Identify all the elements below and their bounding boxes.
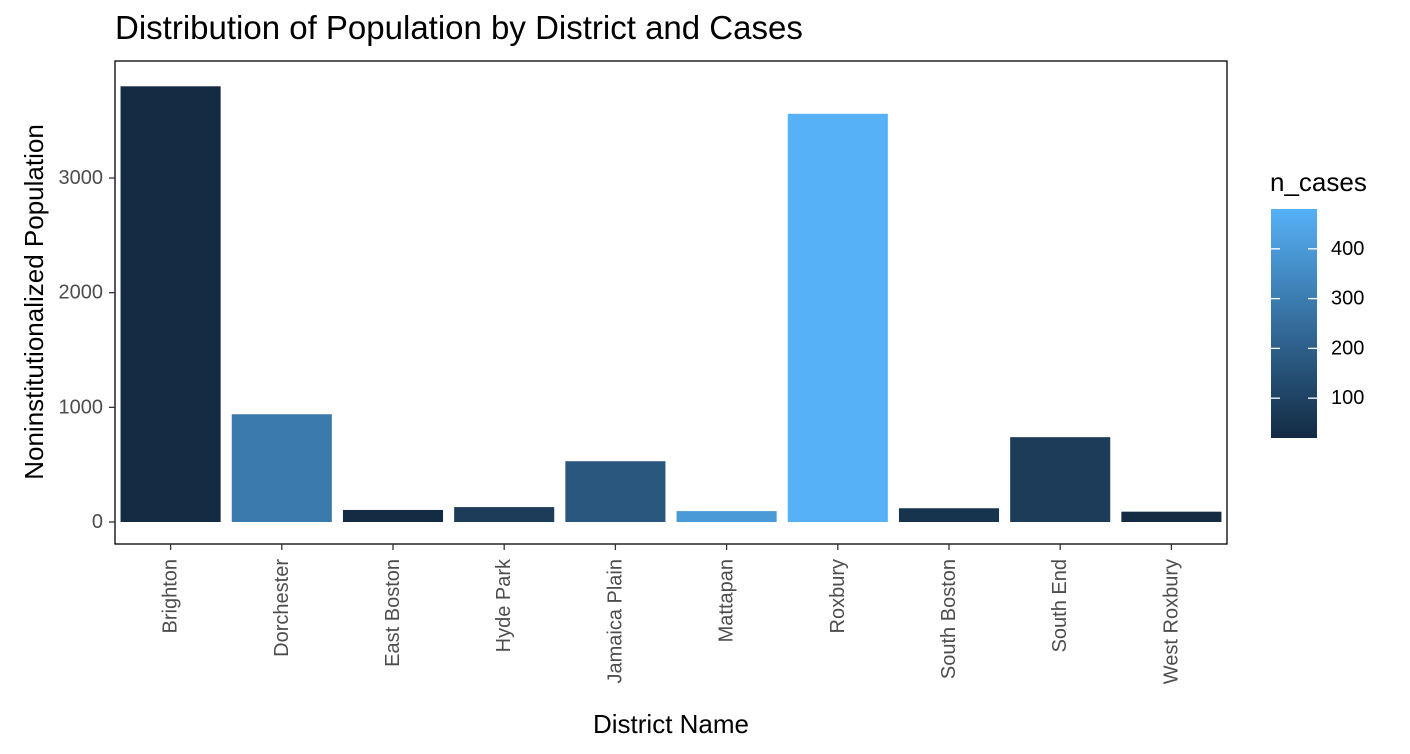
bar-hyde-park [454,507,555,522]
bar-mattapan [676,511,777,522]
legend-colorbar [1271,209,1317,438]
y-axis: 0 1000 2000 3000 [59,167,115,533]
x-axis: Brighton Dorchester East Boston Hyde Park Ja… [160,544,1182,684]
y-tick-label: 1000 [59,396,104,418]
bar-south-boston [898,508,1000,522]
legend-title: n_cases [1270,167,1367,197]
y-tick-label: 0 [92,511,103,533]
bar-roxbury [787,113,888,522]
bar-west-roxbury [1121,511,1222,522]
bar-group [120,86,1222,523]
bar-south-end [1010,437,1111,522]
legend-tick-label: 400 [1331,238,1364,260]
x-tick-label: West Roxbury [1160,559,1182,684]
legend-ticks: 100 200 300 400 [1271,238,1364,409]
x-tick-label: Hyde Park [493,558,515,652]
chart-title: Distribution of Population by District a… [115,9,803,46]
bar-dorchester [231,414,332,522]
legend-tick-label: 200 [1331,337,1364,359]
y-axis-title: Noninstitutionalized Population [19,124,49,480]
x-tick-label: Dorchester [271,559,293,657]
x-axis-title: District Name [593,709,749,739]
legend-tick-label: 100 [1331,387,1364,409]
bar-east-boston [342,509,444,522]
bar-jamaica-plain [565,461,666,522]
y-tick-label: 3000 [59,167,104,189]
x-tick-label: South End [1049,559,1071,652]
bar-brighton [120,86,221,523]
x-tick-label: Roxbury [827,559,849,633]
x-tick-label: Mattapan [716,559,738,642]
y-tick-label: 2000 [59,282,104,304]
x-tick-label: South Boston [938,559,960,679]
x-tick-label: Brighton [160,559,182,634]
x-tick-label: East Boston [382,559,404,667]
x-tick-label: Jamaica Plain [604,559,626,684]
legend-tick-label: 300 [1331,288,1364,310]
